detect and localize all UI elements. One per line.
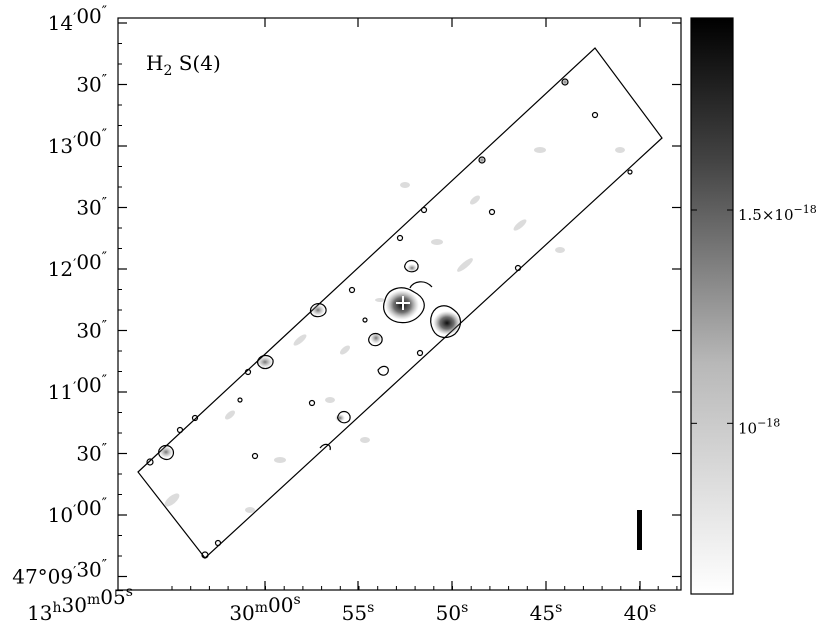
map-title: H2 S(4) [146,51,221,79]
contour-lines [146,78,633,559]
y-tick-label: 30″ [76,319,107,343]
x-tick-label: 55s [342,600,375,625]
y-tick-label: 30″ [76,196,107,220]
x-tick-label: 40s [624,600,657,625]
colorbar-label: 10−18 [738,416,780,437]
x-tick-label: 13h30m05s [27,584,133,625]
y-tick-label: 14′00″ [48,4,107,35]
faint-emission [164,147,625,513]
y-tick-label: 30″ [76,73,107,97]
x-tick-label: 30m00s [229,592,300,625]
scale-bar [637,510,642,550]
colorbar [690,17,734,595]
y-tick-label: 13′00″ [48,127,107,158]
y-tick-label: 11′00″ [48,373,107,404]
colorbar-label: 1.5×10−18 [738,203,817,224]
y-tick-label: 10′00″ [48,496,107,527]
y-tick-label: 30″ [76,442,107,466]
x-tick-label: 45s [530,600,563,625]
y-tick-label: 47°09′30″ [12,558,107,589]
y-tick-label: 12′00″ [48,250,107,281]
source-position-marker [396,296,410,310]
x-axis: 13h30m05s 30m00s 55s 50s 45s 40s [27,18,678,625]
x-tick-label: 50s [436,600,469,625]
y-axis: 14′00″ 30″ 13′00″ 30″ 12′00″ 30″ 11′00″ 30″ 10′0… [12,4,681,589]
colorbar-labels: 1.5×10−18 10−18 [691,203,817,437]
